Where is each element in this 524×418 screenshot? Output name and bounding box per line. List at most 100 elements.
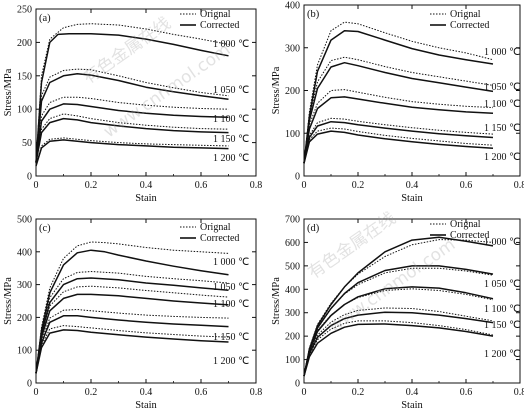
x-axis-title: Stain (135, 193, 157, 204)
x-tick-label: 0 (302, 387, 307, 398)
y-tick-label: 400 (285, 285, 300, 296)
x-tick-label: 0.8 (250, 387, 263, 398)
series-corrected-1100 (35, 103, 229, 163)
chart-panel-c: 0 0.2 0.4 0.6 0.8 0 100 200 300 400 500 Stain Stress… (3, 215, 262, 412)
x-tick-label: 0.6 (195, 387, 208, 398)
series-corrected-1100 (35, 293, 229, 374)
series-corrected-1200 (303, 323, 494, 377)
x-axis-title: Stain (401, 193, 423, 204)
series-corrected-1050 (35, 73, 229, 163)
temperature-label: 1 050 ℃ (213, 282, 249, 293)
temperature-label: 1 150 ℃ (484, 123, 520, 134)
series-corrected-1000 (303, 29, 494, 164)
panel-label: (a) (39, 13, 51, 24)
series-corrected-1050 (303, 61, 494, 164)
series-original-1000 (35, 241, 229, 374)
series-corrected-1200 (35, 329, 229, 374)
y-tick-label: 200 (285, 86, 300, 97)
legend-label-original: Orignal (450, 219, 481, 230)
legend-label-corrected: Corrected (200, 20, 239, 31)
legend-label-corrected: Corrected (450, 230, 489, 241)
legend-label-corrected: Corrected (200, 233, 239, 244)
series-corrected-1100 (303, 96, 494, 164)
series-original-1150 (35, 113, 229, 163)
y-tick-label: 500 (285, 261, 300, 272)
series-original-1050 (35, 68, 229, 163)
y-tick-label: 300 (285, 308, 300, 319)
x-tick-label: 0.2 (352, 387, 365, 398)
y-tick-label: 150 (17, 71, 32, 82)
y-tick-label: 0 (27, 172, 32, 183)
x-tick-label: 0.4 (140, 387, 153, 398)
series-original-1150 (303, 117, 494, 164)
panels-group: 0 0.2 0.4 0.6 0.8 0 50 100 150 200 250 Stain Stress/… (3, 1, 524, 412)
y-tick-label: 300 (17, 280, 32, 291)
y-tick-label: 100 (17, 105, 32, 116)
temperature-label: 1 000 ℃ (484, 237, 520, 248)
y-tick-label: 500 (17, 215, 32, 226)
y-tick-label: 600 (285, 238, 300, 249)
temperature-label: 1 050 ℃ (213, 85, 249, 96)
panel-label: (c) (39, 223, 51, 234)
temperature-label: 1 000 ℃ (213, 39, 249, 50)
legend-label-original: Orignal (200, 9, 231, 20)
y-tick-label: 100 (17, 346, 32, 357)
temperature-label: 1 150 ℃ (213, 332, 249, 343)
series-corrected-1150 (35, 315, 229, 374)
x-tick-label: 0.4 (140, 180, 153, 191)
series-original-1200 (35, 325, 229, 374)
x-tick-label: 0.4 (406, 180, 419, 191)
y-tick-label: 0 (295, 379, 300, 390)
x-axis-title: Stain (401, 400, 423, 411)
chart-panel-b: 0 0.2 0.4 0.6 0.8 0 100 200 300 400 Stain Stress/MP… (271, 1, 524, 205)
series-original-1150 (35, 309, 229, 374)
y-axis-title: Stress/MPa (3, 277, 14, 325)
y-tick-label: 200 (17, 38, 32, 49)
y-tick-label: 300 (285, 43, 300, 54)
series-corrected-1100 (303, 286, 494, 377)
series-original-1200 (35, 137, 229, 167)
y-tick-label: 200 (285, 332, 300, 343)
temperature-label: 1 000 ℃ (213, 257, 249, 268)
y-axis-title: Stress/MPa (271, 277, 282, 325)
temperature-label: 1 200 ℃ (213, 153, 249, 164)
temperature-label: 1 150 ℃ (484, 320, 520, 331)
watermark-cjk: 有色金属在线 (305, 208, 400, 283)
temperature-label: 1 200 ℃ (484, 349, 520, 360)
x-axis-title: Stain (135, 400, 157, 411)
y-tick-label: 100 (285, 129, 300, 140)
x-tick-label: 0 (34, 180, 39, 191)
y-axis-title: Stress/MPa (271, 66, 282, 114)
y-axis-title: Stress/MPa (3, 68, 14, 116)
x-tick-label: 0.8 (514, 387, 524, 398)
temperature-label: 1 100 ℃ (213, 114, 249, 125)
series-corrected-1050 (35, 277, 229, 374)
temperature-label: 1 050 ℃ (484, 82, 520, 93)
temperature-label: 1 100 ℃ (484, 304, 520, 315)
y-tick-label: 50 (22, 138, 32, 149)
temperature-label: 1 150 ℃ (213, 134, 249, 145)
temperature-label: 1 000 ℃ (484, 47, 520, 58)
series-corrected-1150 (303, 120, 494, 164)
y-tick-label: 0 (295, 172, 300, 183)
chart-panel-d: 0 0.2 0.4 0.6 0.8 0 100 200 300 400 500 600 700 Stain… (271, 215, 524, 412)
x-tick-label: 0.6 (195, 180, 208, 191)
temperature-label: 1 200 ℃ (213, 356, 249, 367)
x-tick-label: 0.8 (514, 180, 524, 191)
chart-panel-a: 0 0.2 0.4 0.6 0.8 0 50 100 150 200 250 Stain Stress/… (3, 5, 262, 205)
series-original-1050 (35, 271, 229, 374)
series-corrected-1000 (35, 32, 229, 163)
series-original-1200 (303, 320, 494, 377)
x-tick-label: 0.2 (85, 387, 98, 398)
y-tick-label: 100 (285, 355, 300, 366)
temperature-label: 1 100 ℃ (213, 299, 249, 310)
series-corrected-1050 (303, 265, 494, 377)
x-tick-label: 0.6 (460, 387, 473, 398)
y-tick-label: 400 (285, 1, 300, 12)
x-tick-label: 0.8 (250, 180, 263, 191)
